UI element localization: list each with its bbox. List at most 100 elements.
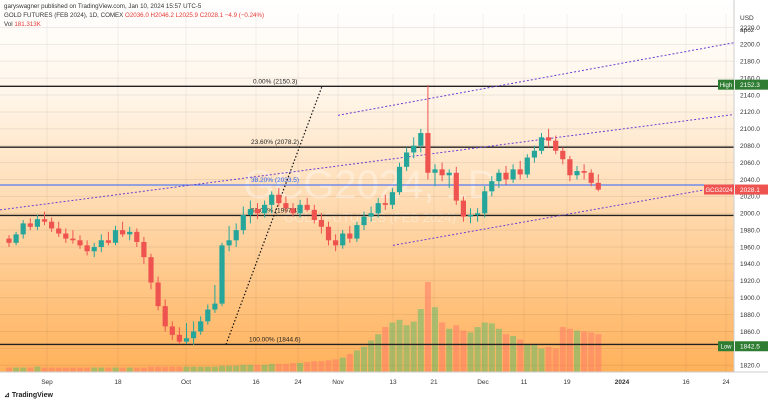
volume-bar [524, 345, 531, 372]
candle-body [247, 209, 253, 215]
fib-level-label: 100.00% (1844.6) [249, 336, 301, 343]
volume-bar [77, 367, 83, 372]
candle-body [595, 182, 601, 190]
candle-body [41, 219, 48, 222]
volume-bar [410, 321, 417, 372]
volume-bar [503, 334, 509, 372]
x-tick-label: 16 [682, 379, 690, 386]
candle-body [219, 245, 225, 304]
volume-bar [219, 365, 225, 372]
candle-body [290, 208, 296, 214]
volume-value: 181.313K [14, 21, 41, 28]
candle-body [489, 181, 495, 192]
candle-body [155, 282, 161, 307]
volume-bar [396, 319, 403, 372]
candle-body [347, 233, 353, 239]
y-tick-label: 1980.0 [740, 227, 760, 234]
candle-body [325, 226, 332, 241]
tradingview-brand: TradingView [11, 392, 53, 399]
volume-bar [304, 362, 311, 372]
candle-body [553, 140, 559, 151]
volume-bar [446, 328, 453, 372]
volume-bar [531, 345, 538, 372]
channel-trendline [392, 184, 735, 246]
volume-bar [353, 350, 360, 372]
fib-level-label: 0.00% (2150.3) [253, 78, 297, 85]
price-tag-name-bg [718, 79, 734, 90]
volume-bar [439, 322, 446, 372]
candle-body [141, 241, 147, 258]
volume-bar [48, 367, 55, 372]
candle-body [567, 159, 573, 176]
symbol-label: GOLD FUTURES (FEB 2024), 1D, COMEX [4, 12, 124, 19]
volume-bar [247, 364, 254, 372]
candle-body [368, 213, 374, 217]
volume-bar [183, 366, 190, 372]
volume-bar [346, 354, 353, 372]
price-tag-value-bg [735, 341, 768, 352]
volume-bar [290, 363, 296, 372]
candle-body [105, 240, 111, 243]
candle-body [148, 257, 154, 283]
fib-anchor-line [225, 86, 323, 345]
volume-bar [148, 366, 154, 372]
volume-bar [332, 359, 339, 372]
candle-body [191, 331, 197, 339]
volume-bar [211, 366, 218, 372]
volume-bar [240, 364, 247, 372]
price-tag-value: 1842.5 [740, 344, 760, 351]
candle-body [27, 223, 33, 227]
candle-body [581, 171, 587, 173]
candle-body [63, 233, 69, 239]
volume-bar [488, 323, 495, 372]
candle-body [340, 233, 346, 246]
symbol-info: GOLD FUTURES (FEB 2024), 1D, COMEX O2036… [4, 12, 264, 19]
x-tick-label: Sep [41, 379, 53, 386]
volume-bar [339, 357, 346, 372]
volume-bar [545, 346, 552, 372]
candle-body [524, 157, 530, 175]
candle-body [460, 200, 466, 217]
candle-body [482, 191, 488, 214]
volume-bar [268, 363, 275, 372]
price-tag-value-bg [735, 184, 768, 195]
y-tick-label: 2000.0 [740, 211, 760, 218]
candle-body [84, 245, 90, 252]
candle-body [396, 166, 403, 193]
volume-bar [538, 348, 545, 372]
volume-bar [424, 282, 431, 372]
volume-bar [155, 366, 162, 372]
y-tick-label: 1900.0 [740, 295, 760, 302]
candle-body [34, 219, 40, 227]
candle-body [531, 150, 537, 158]
y-tick-label: 2060.0 [740, 160, 760, 167]
volume-bar [190, 366, 197, 372]
candle-body [56, 228, 62, 234]
plot-background [0, 0, 734, 372]
volume-bar [595, 334, 602, 372]
y-tick-label: 2020.0 [740, 194, 760, 201]
candle-body [588, 172, 594, 183]
price-tag-value: 2028.1 [740, 187, 760, 194]
volume-bar [275, 363, 282, 372]
volume-bar [510, 336, 517, 372]
y-tick-label: 1820.0 [740, 363, 760, 370]
volume-bar [126, 367, 133, 372]
candle-body [304, 204, 310, 210]
candle-body [510, 169, 516, 180]
volume-bar [69, 367, 76, 372]
y-tick-label: 1880.0 [740, 312, 760, 319]
volume-bar [98, 367, 105, 372]
x-tick-label: Nov [332, 379, 344, 386]
volume-bar [460, 330, 467, 372]
candle-body [453, 172, 459, 201]
candle-body [382, 203, 388, 205]
candle-body [446, 172, 452, 176]
volume-bar [389, 322, 396, 372]
price-tag-name-bg [718, 341, 734, 352]
volume-info: Vol 181.313K [4, 21, 41, 28]
fib-level-label: 50.00% (1997.4) [251, 207, 299, 214]
volume-bar [226, 365, 233, 372]
candle-body [240, 214, 246, 231]
